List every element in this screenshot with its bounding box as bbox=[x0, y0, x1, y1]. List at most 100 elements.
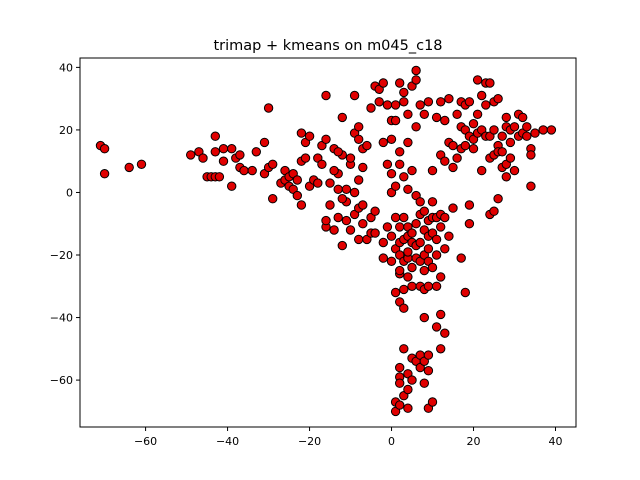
data-point bbox=[427, 165, 438, 176]
chart-title: trimap + kmeans on m045_c18 bbox=[213, 38, 442, 54]
data-point bbox=[485, 78, 495, 88]
data-point bbox=[354, 134, 364, 145]
data-point bbox=[136, 159, 147, 170]
data-point bbox=[407, 281, 417, 291]
data-point bbox=[403, 109, 413, 120]
data-point bbox=[505, 153, 516, 163]
data-point bbox=[354, 175, 364, 185]
data-point bbox=[501, 172, 511, 182]
data-point bbox=[526, 150, 536, 160]
data-point bbox=[227, 181, 237, 191]
x-axis: −60 −40 −20 0 20 40 bbox=[134, 427, 563, 448]
data-point bbox=[214, 172, 225, 182]
data-point bbox=[263, 103, 274, 113]
y-axis: −60 −40 −20 0 20 40 bbox=[50, 61, 80, 387]
data-point bbox=[329, 225, 339, 235]
plot-frame bbox=[79, 57, 577, 428]
data-point bbox=[407, 375, 417, 385]
data-point bbox=[99, 169, 110, 179]
data-point bbox=[292, 190, 302, 201]
data-point bbox=[349, 187, 360, 198]
data-point bbox=[522, 122, 532, 132]
data-point bbox=[452, 153, 462, 163]
data-point bbox=[423, 366, 434, 376]
data-point bbox=[378, 78, 388, 88]
data-point bbox=[419, 265, 429, 276]
data-point bbox=[333, 147, 343, 157]
data-point bbox=[423, 350, 434, 360]
data-point bbox=[341, 215, 352, 226]
data-point bbox=[395, 400, 405, 410]
data-point bbox=[370, 206, 380, 216]
data-point bbox=[444, 94, 454, 104]
data-point bbox=[436, 272, 446, 282]
data-point bbox=[235, 150, 245, 160]
data-point bbox=[489, 125, 499, 135]
data-point bbox=[390, 212, 401, 223]
data-point bbox=[440, 156, 450, 166]
data-point bbox=[399, 303, 409, 313]
data-point bbox=[378, 137, 388, 148]
data-point bbox=[390, 115, 401, 126]
data-point bbox=[337, 194, 347, 204]
data-point bbox=[444, 231, 454, 241]
data-point bbox=[518, 112, 528, 123]
data-point bbox=[509, 165, 520, 176]
x-tick-label: 20 bbox=[467, 435, 481, 448]
data-point bbox=[268, 159, 278, 170]
data-point bbox=[472, 75, 483, 85]
data-point bbox=[423, 281, 434, 291]
data-point bbox=[395, 222, 405, 232]
data-point bbox=[489, 206, 499, 216]
data-point bbox=[395, 265, 405, 276]
y-tick-label: 0 bbox=[66, 186, 73, 199]
data-point bbox=[468, 144, 479, 154]
data-point bbox=[366, 103, 376, 113]
data-point bbox=[399, 87, 409, 98]
data-point bbox=[411, 122, 421, 132]
data-point bbox=[415, 197, 425, 207]
data-point bbox=[464, 200, 475, 210]
data-point bbox=[411, 219, 421, 229]
data-point bbox=[386, 169, 397, 179]
data-point bbox=[423, 244, 434, 254]
data-point bbox=[292, 175, 302, 185]
data-point bbox=[407, 165, 417, 176]
data-point bbox=[436, 344, 446, 354]
x-tick-label: −20 bbox=[298, 435, 321, 448]
data-point bbox=[427, 397, 438, 407]
data-point bbox=[378, 253, 388, 263]
data-point bbox=[370, 228, 380, 238]
data-point bbox=[382, 159, 393, 170]
data-point bbox=[431, 322, 442, 332]
data-point bbox=[251, 147, 261, 157]
data-point bbox=[390, 181, 401, 191]
data-point bbox=[317, 159, 327, 170]
data-point bbox=[477, 165, 487, 176]
y-tick-label: −20 bbox=[50, 249, 73, 262]
data-point bbox=[431, 250, 442, 260]
data-point bbox=[395, 362, 405, 373]
data-point bbox=[546, 125, 557, 135]
data-point bbox=[362, 140, 372, 151]
data-point bbox=[436, 309, 446, 320]
data-point bbox=[386, 231, 397, 241]
data-point bbox=[247, 165, 257, 176]
data-point bbox=[345, 153, 356, 163]
data-point bbox=[300, 153, 311, 163]
data-point bbox=[390, 100, 401, 110]
data-point bbox=[456, 253, 466, 263]
data-point bbox=[227, 144, 237, 154]
data-point bbox=[99, 144, 110, 154]
data-point bbox=[452, 109, 462, 120]
data-point bbox=[403, 272, 413, 282]
data-point bbox=[386, 256, 397, 266]
data-point bbox=[259, 137, 270, 148]
data-point bbox=[313, 178, 323, 188]
data-point bbox=[374, 97, 384, 107]
data-point bbox=[378, 237, 388, 248]
data-point bbox=[382, 100, 393, 110]
data-point bbox=[354, 122, 364, 132]
data-point bbox=[321, 90, 331, 101]
data-point bbox=[333, 184, 343, 195]
